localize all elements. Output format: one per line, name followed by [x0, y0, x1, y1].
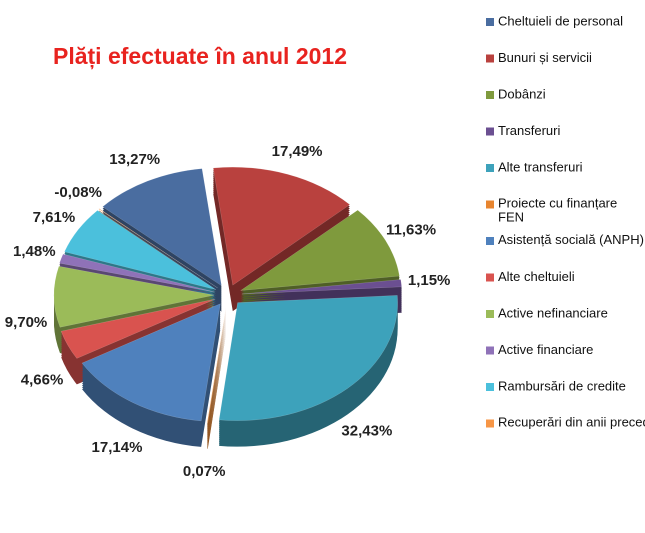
legend-swatch: [486, 54, 494, 63]
slice: [59, 253, 215, 293]
legend-label: Transferuri: [498, 123, 560, 138]
legend-label: Rambursări de credite: [498, 378, 626, 393]
legend-swatch: [486, 237, 494, 245]
slice-side: [98, 210, 218, 290]
legend-swatch: [486, 91, 494, 99]
legend-swatch: [486, 127, 494, 136]
legend-label: Active financiare: [498, 342, 593, 357]
slice: [98, 208, 218, 289]
slice: [241, 279, 402, 295]
data-label: 1,15%: [408, 272, 451, 289]
slice: [53, 265, 215, 328]
legend-label: Recuperări din anii precedenți: [498, 415, 645, 430]
data-label: 0,07%: [183, 463, 226, 480]
legend-label: Cheltuieli de personal: [498, 13, 623, 28]
data-label: 13,27%: [109, 151, 160, 168]
pie: 13,27% 17,49% 11,63% 1,15% 32,43% 0,07% 17,14%…: [5, 143, 451, 480]
data-label: 7,61%: [33, 209, 76, 226]
legend-swatch: [486, 164, 494, 172]
chart-title: Plăți efectuate în anul 2012: [53, 43, 347, 70]
data-label: 1,48%: [13, 243, 56, 260]
legend-label: Active nefinanciare: [498, 305, 608, 320]
slice: [64, 210, 217, 290]
data-label: 11,63%: [386, 222, 436, 239]
data-label: -0,08%: [54, 184, 102, 201]
slice: [239, 209, 400, 291]
data-label: 4,66%: [21, 371, 64, 388]
legend-swatch: [486, 273, 494, 282]
legend-label: Asistență socială (ANPH): [498, 232, 644, 247]
legend-label: Alte cheltuieli: [498, 269, 575, 284]
legend-swatch: [486, 419, 494, 428]
data-label: 17,14%: [92, 439, 143, 456]
data-label: 17,49%: [272, 143, 323, 160]
legend-label: Dobânzi: [498, 86, 546, 101]
data-label: 32,43%: [341, 422, 392, 439]
slice: [218, 295, 398, 421]
legend-label: Proiecte cu finanțare FEN: [498, 196, 617, 225]
legend-swatch: [486, 310, 494, 318]
legend: Cheltuieli de personal Bunuri și servicii…: [486, 13, 645, 430]
data-label: 9,70%: [5, 314, 48, 331]
legend-swatch: [486, 18, 494, 26]
slice: [60, 298, 216, 359]
legend-label: Alte transferuri: [498, 159, 583, 174]
legend-swatch: [486, 383, 494, 391]
legend-label: Bunuri și servicii: [498, 50, 592, 65]
legend-swatch: [486, 200, 494, 209]
legend-swatch: [486, 346, 494, 355]
slice: [81, 303, 221, 422]
slice: [206, 305, 227, 423]
slice: [102, 168, 222, 287]
slice: [212, 166, 351, 286]
